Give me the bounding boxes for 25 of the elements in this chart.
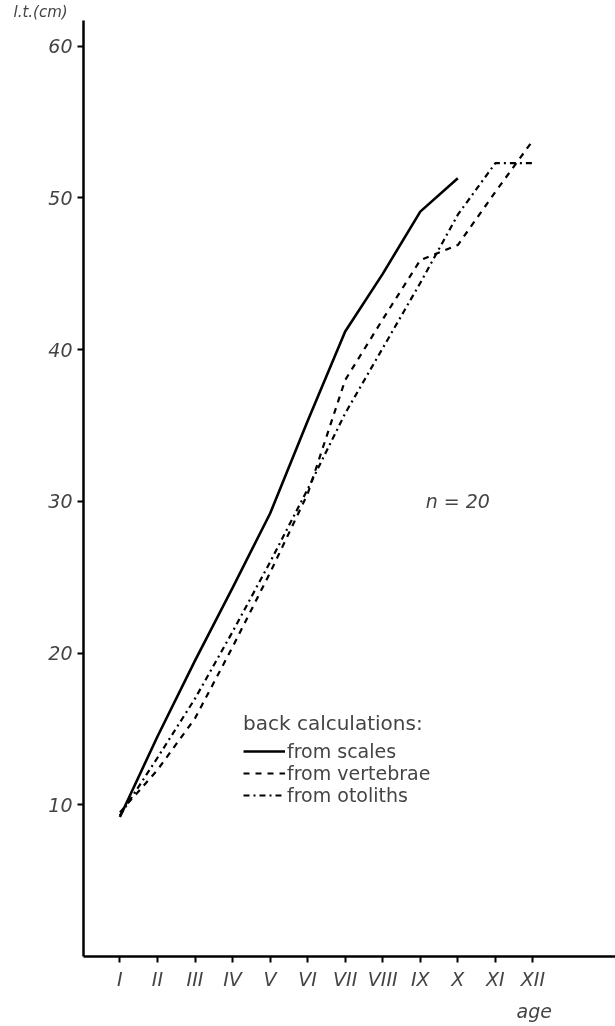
annotation: n = 20 [425, 490, 490, 513]
y-tick-label: 50 [48, 186, 73, 209]
legend-title: back calculations: [243, 711, 424, 735]
legend-label: from otoliths [287, 784, 408, 806]
x-tick-label: X [450, 967, 466, 990]
x-tick-label: VI [298, 967, 318, 990]
x-tick-label: I [117, 967, 124, 990]
y-tick-label: 10 [48, 793, 73, 816]
x-tick-label: VII [333, 967, 358, 990]
x-tick-label: III [186, 967, 204, 990]
y-tick-label: 60 [48, 35, 73, 58]
legend-label: from scales [287, 740, 397, 762]
y-tick-label: 30 [48, 490, 73, 513]
x-tick-label: V [263, 967, 279, 990]
legend-label: from vertebrae [287, 762, 431, 784]
x-tick-label: II [151, 967, 164, 990]
x-tick-label: XI [485, 967, 506, 990]
y-axis-title: l.t.(cm) [13, 2, 68, 21]
x-tick-label: IX [410, 967, 431, 990]
y-tick-label: 20 [48, 642, 73, 665]
x-tick-label: XII [519, 967, 546, 990]
x-tick-label: IV [223, 967, 244, 990]
x-tick-label: VIII [367, 967, 399, 990]
x-axis-title: age [516, 999, 552, 1022]
y-tick-label: 40 [48, 338, 73, 361]
